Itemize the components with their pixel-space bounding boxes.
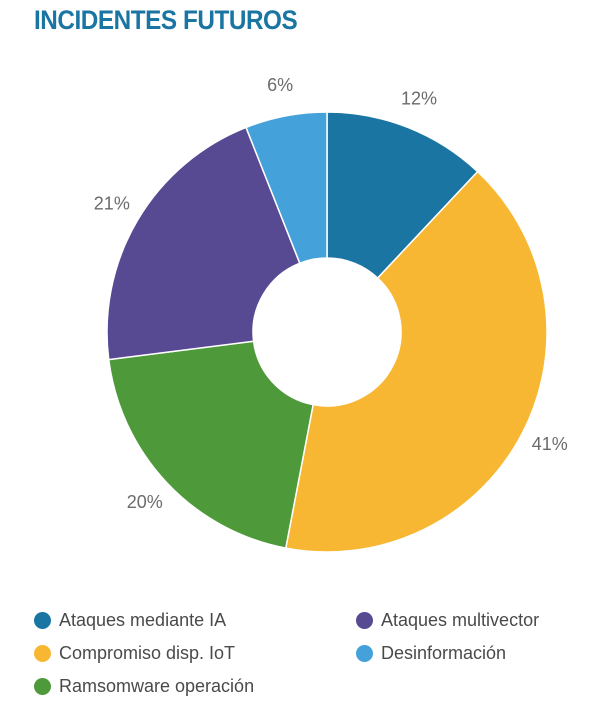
chart-slices — [106, 111, 548, 553]
legend-swatch — [34, 612, 51, 629]
donut-slice — [326, 111, 479, 280]
slice-value-label: 12% — [401, 88, 437, 108]
slice-value-label: 41% — [532, 434, 568, 454]
donut-slice — [106, 126, 301, 361]
donut-slice — [107, 340, 315, 549]
legend-item-ataques-multivector: Ataques multivector — [356, 610, 539, 631]
chart-title: INCIDENTES FUTUROS — [34, 5, 298, 35]
legend-label: Ataques multivector — [381, 610, 540, 630]
chart-value-labels: 12% 41% 20% 21% 6% — [94, 75, 568, 512]
legend-label: Ataques mediante IA — [59, 610, 227, 630]
slice-value-label: 6% — [267, 75, 293, 95]
donut-slice — [245, 111, 328, 265]
legend-swatch — [34, 645, 51, 662]
donut-slice — [284, 170, 548, 553]
legend-item-desinformacion: Desinformación — [356, 643, 506, 664]
legend-label: Compromiso disp. IoT — [59, 643, 236, 663]
legend-item-ransomware: Ramsomware operación — [34, 676, 254, 697]
donut-chart: 12% 41% 20% 21% 6% — [94, 75, 568, 553]
legend-item-compromiso-iot: Compromiso disp. IoT — [34, 643, 235, 664]
legend-label: Ramsomware operación — [59, 676, 255, 696]
slice-value-label: 21% — [94, 193, 130, 213]
legend-label: Desinformación — [381, 643, 507, 663]
legend-item-ataques-ia: Ataques mediante IA — [34, 610, 226, 631]
legend-swatch — [356, 612, 373, 629]
legend-swatch — [34, 678, 51, 695]
slice-value-label: 20% — [127, 492, 163, 512]
legend-swatch — [356, 645, 373, 662]
chart-legend: Ataques mediante IA Ataques multivector … — [34, 610, 574, 710]
